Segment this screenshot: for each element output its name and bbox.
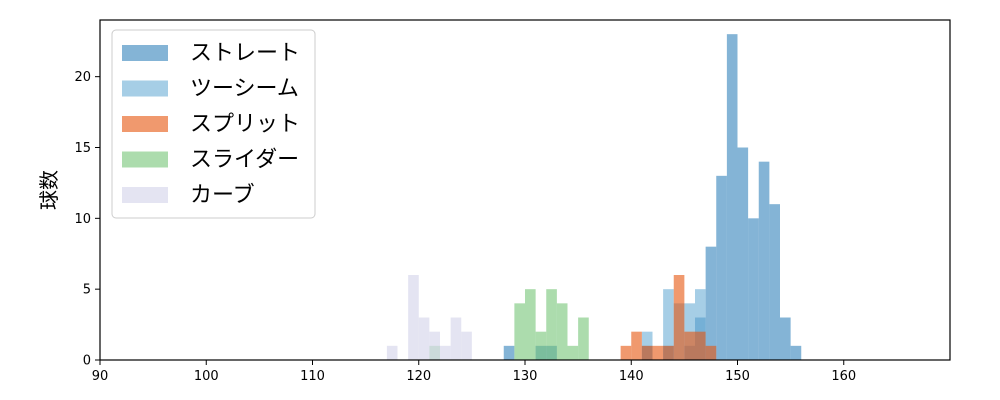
histogram-bar [790,345,802,360]
y-tick-label: 5 [83,283,91,298]
legend-label: スプリット [190,112,300,137]
x-tick-label: 140 [619,369,644,384]
y-tick-label: 10 [74,212,91,227]
histogram-bar [663,345,674,360]
y-tick-label: 15 [74,141,91,156]
x-tick-label: 120 [406,369,431,384]
histogram-bar [546,289,557,360]
legend-swatch [122,45,168,61]
legend-label: ツーシーム [190,77,299,102]
histogram-bar [780,317,791,360]
histogram-bar [641,331,653,360]
legend-label: カーブ [190,183,255,208]
series-4 [386,275,472,360]
x-tick-label: 130 [513,369,538,384]
histogram-bar [620,345,632,360]
legend-label: スライダー [190,148,299,173]
x-tick-label: 100 [194,369,219,384]
histogram-bar [695,331,706,360]
histogram-bar [418,317,430,360]
histogram-bar [769,204,780,360]
series-2 [620,275,717,360]
legend-label: ストレート [190,41,300,66]
x-axis: 90 100 110 120 130 140 150 160 [92,360,856,384]
histogram-bar [461,331,472,360]
histogram-bar [684,331,695,360]
histogram-bars [386,34,802,361]
histogram-bar [716,175,727,360]
histogram-bar [705,345,717,360]
histogram-bar [578,317,589,360]
histogram-bar [652,345,664,360]
histogram-bar [726,34,738,361]
y-tick-label: 20 [74,70,91,85]
legend-swatch [122,151,168,168]
histogram-bar [705,246,717,360]
y-axis: 0 5 10 15 20 [74,70,100,369]
y-tick-label: 0 [83,354,91,369]
histogram-bar [525,289,536,360]
legend-swatch [122,187,168,203]
histogram-bar [673,275,685,360]
x-tick-label: 90 [92,369,109,384]
legend-frame [111,29,316,219]
histogram-bar [695,289,706,360]
histogram-bar [535,331,547,360]
y-axis-label: 球数 [37,170,61,210]
histogram-bar [748,218,759,360]
legend-swatch [122,116,168,132]
x-tick-label: 160 [831,369,856,384]
histogram-bar [386,345,398,360]
histogram-bar [514,303,525,360]
histogram-bar [663,289,674,360]
histogram-bar [440,345,451,360]
x-tick-label: 150 [725,369,750,384]
histogram-bar [429,331,440,360]
histogram-bar [503,345,515,360]
histogram-bar [631,331,642,360]
histogram-bar [567,345,579,360]
histogram-bar [758,161,770,360]
x-tick-label: 110 [300,369,325,384]
histogram-bar [556,303,568,360]
histogram-bar [737,147,749,360]
histogram-bar [450,317,462,360]
histogram-bar [641,345,653,360]
histogram-bar [408,275,419,360]
legend-swatch [122,80,168,97]
